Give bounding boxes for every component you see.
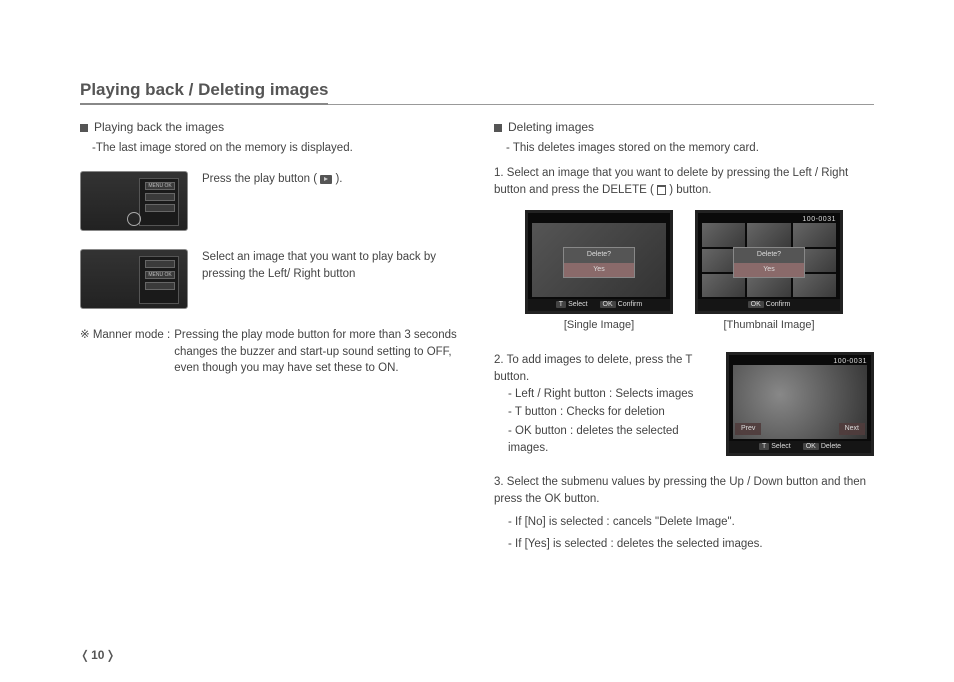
next-label: Next (839, 423, 865, 435)
bar-select-2: TSelect (759, 442, 791, 452)
left-subline: -The last image stored on the memory is … (92, 140, 460, 157)
lcd-bottom-bar-thumb: OKConfirm (698, 299, 840, 311)
step3-line: 3. Select the submenu values by pressing… (494, 474, 874, 507)
step-3: 3. Select the submenu values by pressing… (494, 474, 874, 553)
camera-menu-label: MENU OK (145, 182, 175, 190)
step2-b1: - Left / Right button : Selects images (508, 386, 712, 403)
key-t: T (556, 301, 566, 308)
page-title: Playing back / Deleting images (80, 80, 328, 105)
caption-thumb: [Thumbnail Image] (695, 318, 843, 334)
bar-select: TSelect (556, 300, 588, 310)
step2-b3: - OK button : deletes the selected image… (508, 423, 712, 456)
step3-b2: - If [Yes] is selected : deletes the sel… (508, 536, 874, 553)
title-row: Playing back / Deleting images (80, 80, 874, 105)
step2-bullets: - Left / Right button : Selects images -… (508, 386, 712, 457)
step2-text-block: 2. To add images to delete, press the T … (494, 352, 712, 458)
key-t-2: T (759, 443, 769, 450)
camera-back-illustration: MENU OK (80, 171, 188, 231)
step-1: 1. Select an image that you want to dele… (494, 165, 874, 334)
manner-text: Pressing the play mode button for more t… (174, 327, 460, 377)
lcd-bottom-bar-2: TSelect OKDelete (729, 441, 871, 453)
right-heading: Deleting images (494, 119, 874, 136)
caption-single: [Single Image] (525, 318, 673, 334)
manual-page: Playing back / Deleting images Playing b… (80, 80, 874, 642)
key-ok-thumb: OK (748, 301, 764, 308)
bar-confirm-label: Confirm (618, 301, 643, 308)
prev-label: Prev (735, 423, 761, 435)
bar-select-label: Select (568, 301, 587, 308)
left-heading: Playing back the images (80, 119, 460, 136)
step3-bullets: - If [No] is selected : cancels "Delete … (508, 514, 874, 553)
lcd-pair: Delete? Yes TSelect OKConfirm [Single Im… (494, 210, 874, 334)
lcd-thumbnail: 100-0031 Delete? Yes OKConfirm (695, 210, 843, 314)
bar-confirm-label-thumb: Confirm (766, 301, 791, 308)
camera-buttons-2: MENU OK (145, 260, 175, 293)
dialog-title: Delete? (564, 248, 634, 262)
step2-text: Select an image that you want to play ba… (202, 249, 460, 282)
bullet-square-icon (80, 124, 88, 132)
manner-mode-note: ※ Manner mode : Pressing the play mode b… (80, 327, 460, 377)
step-select-image: MENU OK Select an image that you want to… (80, 249, 460, 309)
step-2: 2. To add images to delete, press the T … (494, 352, 874, 458)
right-subline: - This deletes images stored on the memo… (506, 140, 874, 157)
lcd-single-wrapper: Delete? Yes TSelect OKConfirm [Single Im… (525, 210, 673, 334)
step2-line: 2. To add images to delete, press the T … (494, 352, 712, 385)
bullet-square-icon (494, 124, 502, 132)
dialog-yes-thumb: Yes (734, 263, 804, 277)
step2-row: 2. To add images to delete, press the T … (494, 352, 874, 458)
lcd-thumb-wrapper: 100-0031 Delete? Yes OKConfirm (695, 210, 843, 334)
bar-confirm-thumb: OKConfirm (748, 300, 791, 310)
trash-icon (657, 185, 666, 195)
lcd-single: Delete? Yes TSelect OKConfirm (525, 210, 673, 314)
camera-menu-label-2: MENU OK (145, 271, 175, 279)
dialog-yes: Yes (564, 263, 634, 277)
lcd-bottom-bar: TSelect OKConfirm (528, 299, 670, 311)
step1-post: ). (335, 173, 342, 185)
page-number: 10 (80, 648, 115, 662)
delete-dialog: Delete? Yes (563, 247, 635, 277)
delete-dialog-thumb: Delete? Yes (733, 247, 805, 277)
manner-label: ※ Manner mode : (80, 327, 170, 377)
step-play-button: MENU OK Press the play button ( ). (80, 171, 460, 231)
bar-delete: OKDelete (803, 442, 841, 452)
delete-steps: 1. Select an image that you want to dele… (494, 165, 874, 553)
left-heading-text: Playing back the images (94, 120, 224, 134)
right-heading-text: Deleting images (508, 120, 594, 134)
key-ok: OK (600, 301, 616, 308)
step1-tail: ) button. (669, 184, 711, 196)
bar-confirm: OKConfirm (600, 300, 643, 310)
dialog-title-thumb: Delete? (734, 248, 804, 262)
step2-b2: - T button : Checks for deletion (508, 404, 712, 421)
right-column: Deleting images - This deletes images st… (494, 119, 874, 559)
bar-select-label-2: Select (771, 443, 790, 450)
step1-pre: Press the play button ( (202, 173, 317, 185)
two-column-layout: Playing back the images -The last image … (80, 119, 874, 559)
camera-back-illustration-2: MENU OK (80, 249, 188, 309)
bar-delete-label: Delete (821, 443, 841, 450)
step3-b1: - If [No] is selected : cancels "Delete … (508, 514, 874, 531)
step1-text: Press the play button ( ). (202, 171, 343, 188)
camera-highlight-circle-icon (127, 212, 141, 226)
camera-buttons: MENU OK (145, 182, 175, 215)
key-ok-2: OK (803, 443, 819, 450)
play-icon (320, 175, 332, 184)
lcd-prev-next: 100-0031 Prev Next TSelect OKDelete (726, 352, 874, 456)
left-column: Playing back the images -The last image … (80, 119, 460, 559)
